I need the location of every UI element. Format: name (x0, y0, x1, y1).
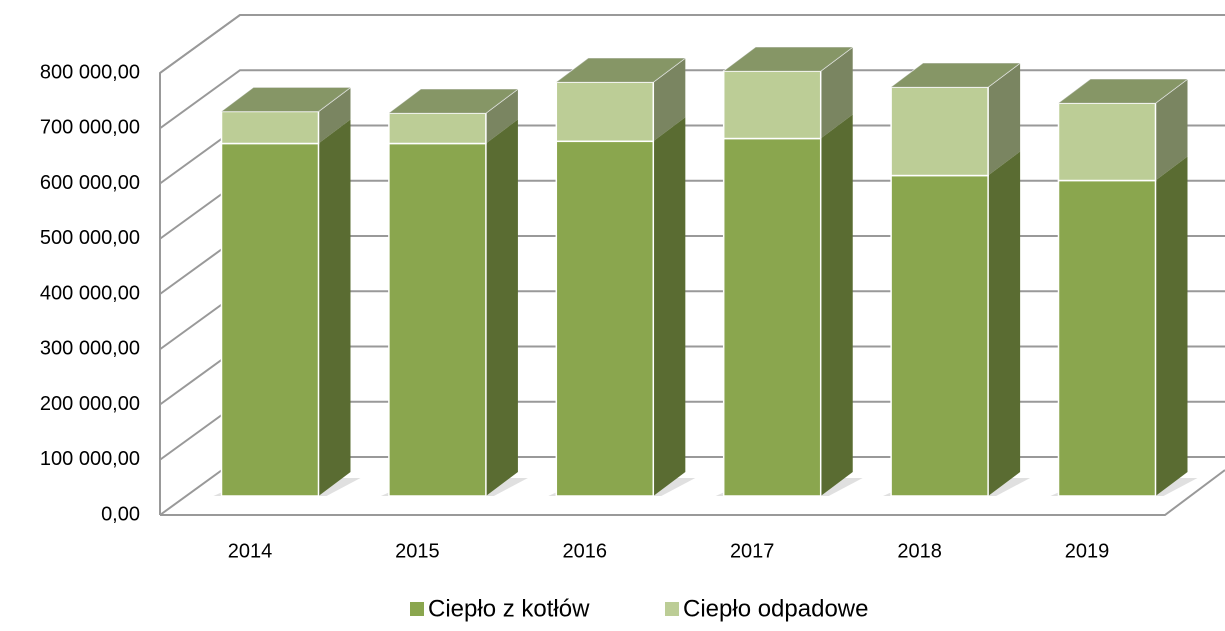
bar (220, 110, 320, 145)
bar-top-shade (891, 63, 1021, 88)
bar-top-shade (388, 89, 518, 114)
x-tick-label: 2019 (1065, 540, 1110, 562)
grid-line (159, 69, 1225, 130)
y-tick-label: 800 000,00 (40, 61, 140, 83)
bar (890, 174, 989, 497)
bar-side (988, 151, 1021, 497)
y-tick-label: 300 000,00 (40, 338, 140, 360)
legend-label: Ciepło z kotłów (428, 595, 590, 622)
bar-side-shade (820, 114, 853, 496)
bar-top-shade (556, 58, 686, 83)
bar (555, 81, 655, 143)
bar (388, 112, 487, 145)
y-tick-label: 500 000,00 (40, 227, 140, 249)
bar-side-shade (653, 58, 686, 142)
x-tick-label: 2015 (395, 540, 440, 562)
bar (1057, 102, 1157, 182)
bar-side (1155, 156, 1188, 496)
y-tick-label: 600 000,00 (40, 172, 140, 194)
legend-swatch (410, 602, 424, 616)
bar-side (1155, 79, 1188, 181)
y-tick-label: 0,00 (101, 503, 140, 525)
floor-edge (160, 469, 1225, 516)
x-tick-label: 2016 (563, 540, 608, 562)
x-tick-label: 2018 (897, 540, 942, 562)
bar (722, 137, 822, 497)
bar (220, 142, 320, 497)
bar-top-shade (1058, 79, 1188, 104)
bar-side-shade (1155, 156, 1188, 496)
bar-side (318, 87, 351, 144)
bar (722, 70, 822, 140)
y-tick-label: 400 000,00 (40, 282, 140, 304)
bar-side (988, 63, 1021, 176)
bar-side-shade (1155, 79, 1188, 181)
bar-side (653, 117, 686, 497)
bar-side (318, 119, 351, 496)
y-tick-label: 200 000,00 (40, 393, 140, 415)
bar-side-shade (318, 87, 351, 144)
bar (388, 142, 487, 497)
bar-top-shade (221, 87, 351, 112)
bar-side-shade (653, 117, 686, 497)
y-tick-label: 700 000,00 (40, 117, 140, 139)
bar-side-shade (318, 119, 351, 496)
bar (890, 86, 989, 177)
bar-side-shade (485, 119, 518, 496)
bar-side (485, 89, 518, 144)
bar-side-shade (988, 151, 1021, 497)
bar (555, 140, 655, 497)
bar (1057, 179, 1157, 497)
bar-side-shade (988, 63, 1021, 176)
bar-side-shade (820, 47, 853, 139)
bar-side (485, 119, 518, 496)
grid-line (159, 14, 1225, 74)
y-tick-label: 100 000,00 (40, 448, 140, 470)
bar-side (820, 47, 853, 139)
bar-side (820, 114, 853, 496)
x-tick-label: 2014 (228, 540, 273, 562)
legend-swatch (665, 602, 679, 616)
bar-side-shade (485, 89, 518, 144)
x-tick-label: 2017 (730, 540, 775, 562)
bar-side (653, 58, 686, 142)
legend-label: Ciepło odpadowe (683, 595, 868, 622)
bar-top-shade (723, 47, 853, 72)
